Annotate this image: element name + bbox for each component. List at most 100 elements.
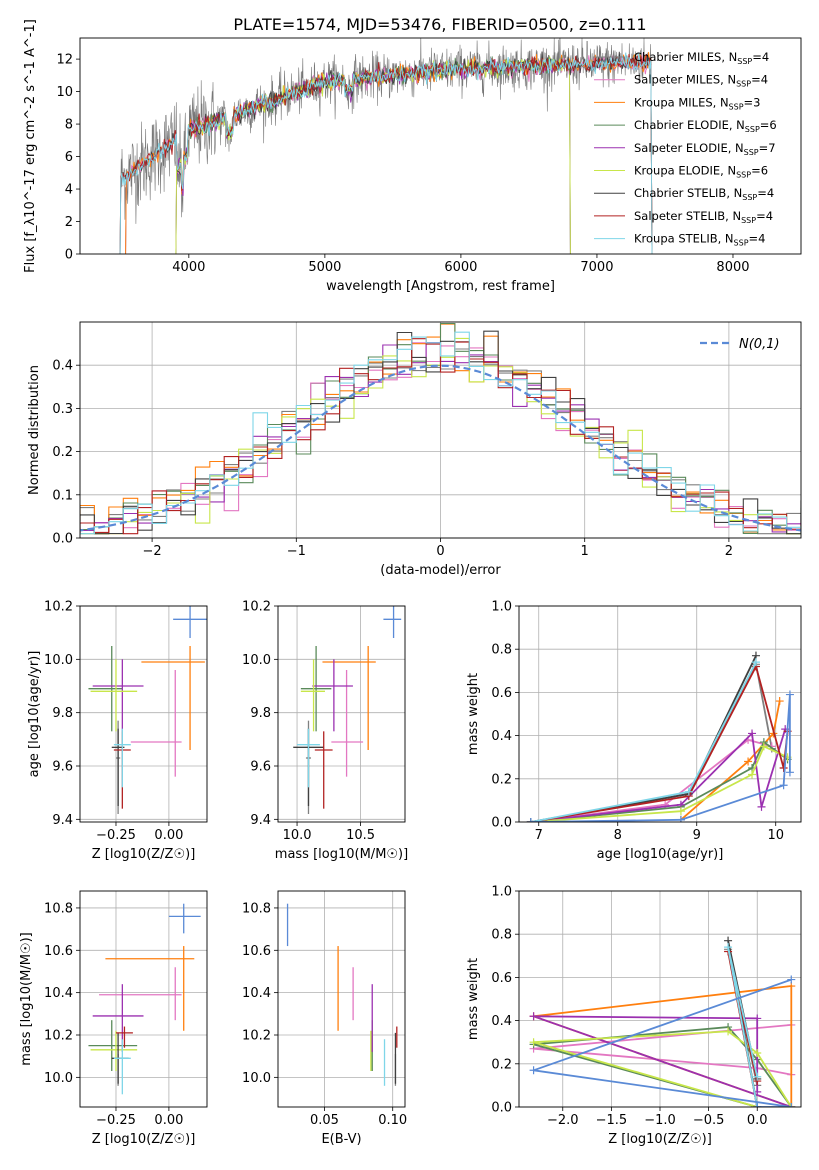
error-point-kroupa-elodie [90,1030,138,1071]
x-tick-label: 1 [581,544,589,559]
x-tick-label: −1.5 [596,1113,628,1128]
weight-marker [753,1049,762,1057]
weight-marker [787,1103,796,1107]
x-axis-label: mass [log10(M/M☉)] [275,847,408,862]
y-tick-label: 9.4 [250,813,271,828]
y-tick-label: 0.2 [52,445,73,460]
weight-line-salpeter-miles [530,738,773,822]
x-tick-label: 0.00 [154,828,183,843]
weight-line-kroupa-elodie [530,745,788,822]
axes-ebv-vs-mass: 0.05 0.10 10.0 10.2 10.4 10.6 10.8 E(B-V) [242,890,407,1147]
weight-line-extra [533,978,792,1107]
error-point-salpeter-stelib [115,1026,133,1048]
y-tick-label: 0.0 [52,532,73,547]
y-tick-label: 10.2 [242,600,271,615]
error-point-chabrier-elodie [88,646,123,732]
y-tick-label: 10.2 [44,1029,73,1044]
weight-marker [676,807,685,816]
x-tick-label: 5000 [308,260,341,275]
error-point-salpeter-elodie [312,659,353,732]
y-axis-label: age [log10(age/yr)] [27,651,42,778]
y-tick-label: 0.4 [491,1014,512,1029]
y-tick-label: 0.8 [491,643,512,658]
x-tick-label: 0.05 [310,1113,339,1128]
y-axis-label: Normed distribution [27,365,42,495]
axes-frame [79,37,802,255]
weight-marker [744,757,753,766]
error-point-kroupa-stelib [297,728,320,788]
weight-marker [759,742,768,751]
x-tick-label: 8000 [716,260,749,275]
x-tick-label: −0.25 [96,828,136,843]
x-tick-label: 10.0 [283,828,312,843]
weight-line-kroupa-stelib [530,661,757,822]
plot-area [293,606,402,814]
axes-z-mass-weights: −2.0 −1.5 −1.0 −0.5 0.0 0.0 0.2 0.4 0.6 0.8 1.0 Z [… [466,885,802,1147]
weight-marker [787,975,796,984]
axes-mass-vs-age: 10.0 10.5 9.4 9.6 9.8 10.0 10.2 mass [log10(M/M… [242,600,408,863]
x-axis-label: age [log10(age/yr)] [597,847,724,862]
weight-marker [529,1012,538,1021]
y-tick-label: 10.4 [242,986,271,1001]
legend-label: Chabrier MILES, NSSP=4 [634,50,769,66]
legend-label: Salpeter MILES, NSSP=4 [634,73,768,89]
error-point-salpeter-miles [130,670,182,777]
x-axis-label: E(B-V) [321,1132,361,1147]
weight-line-salpeter-miles [533,1024,792,1076]
weight-marker [785,768,794,777]
y-tick-label: 0.3 [52,402,73,417]
error-point-kroupa-stelib [113,1039,131,1095]
spectrum-model-kroupa-stelib [119,52,653,254]
y-tick-label: 10.0 [242,1071,271,1086]
y-tick-label: 9.4 [52,813,73,828]
plot-area [286,903,398,1086]
x-tick-label: 8 [614,828,622,843]
weight-marker [757,802,766,811]
y-tick-label: 10.0 [44,653,73,668]
weight-line-kroupa-elodie [533,1030,793,1107]
legend-label: Salpeter ELODIE, NSSP=7 [634,141,776,157]
y-tick-label: 0 [65,248,73,263]
weight-marker [751,658,760,667]
weight-marker [724,1027,733,1036]
weight-marker [785,690,794,699]
weight-marker [779,764,788,772]
y-tick-label: 0.6 [491,686,512,701]
x-tick-label: 2 [725,544,733,559]
weight-marker [529,1066,538,1075]
weight-line-kroupa-stelib [727,947,759,1107]
axes-frame [79,321,802,539]
y-tick-label: 10.2 [44,600,73,615]
plot-area [119,38,653,254]
error-point-salpeter-miles [99,967,182,1021]
y-tick-label: 6 [65,150,73,165]
y-tick-label: 10.4 [44,986,73,1001]
error-point-salpeter-miles [331,670,364,777]
y-tick-label: 0.0 [491,1101,512,1116]
y-tick-label: 1.0 [491,600,512,615]
y-tick-label: 10.0 [242,653,271,668]
y-tick-label: 10.8 [242,901,271,916]
error-point-extra [168,903,201,934]
weight-marker [724,943,733,952]
y-tick-label: 0.2 [491,772,512,787]
weight-marker [753,1014,762,1023]
weight-marker [676,815,685,822]
x-tick-label: −2 [143,544,162,559]
y-tick-label: 9.8 [52,706,73,721]
axes-frame [277,890,406,1108]
y-axis-label: mass weight [466,958,481,1040]
x-tick-label: 0 [436,544,444,559]
y-tick-label: 8 [65,118,73,133]
legend-label: Chabrier STELIB, NSSP=4 [634,186,774,202]
error-point-chabrier-elodie [300,646,332,732]
error-point-salpeter-stelib [314,731,333,809]
error-point-kroupa-elodie [300,659,325,732]
error-point-kroupa-miles [105,946,195,1031]
x-tick-label: 6000 [444,260,477,275]
axes-z-vs-mass: −0.25 0.00 10.0 10.2 10.4 10.6 10.8 Z [log10(Z/… [19,890,208,1147]
weight-marker [748,729,757,738]
figure-title: PLATE=1574, MJD=53476, FIBERID=0500, z=0… [233,15,646,34]
y-tick-label: 9.6 [52,760,73,775]
